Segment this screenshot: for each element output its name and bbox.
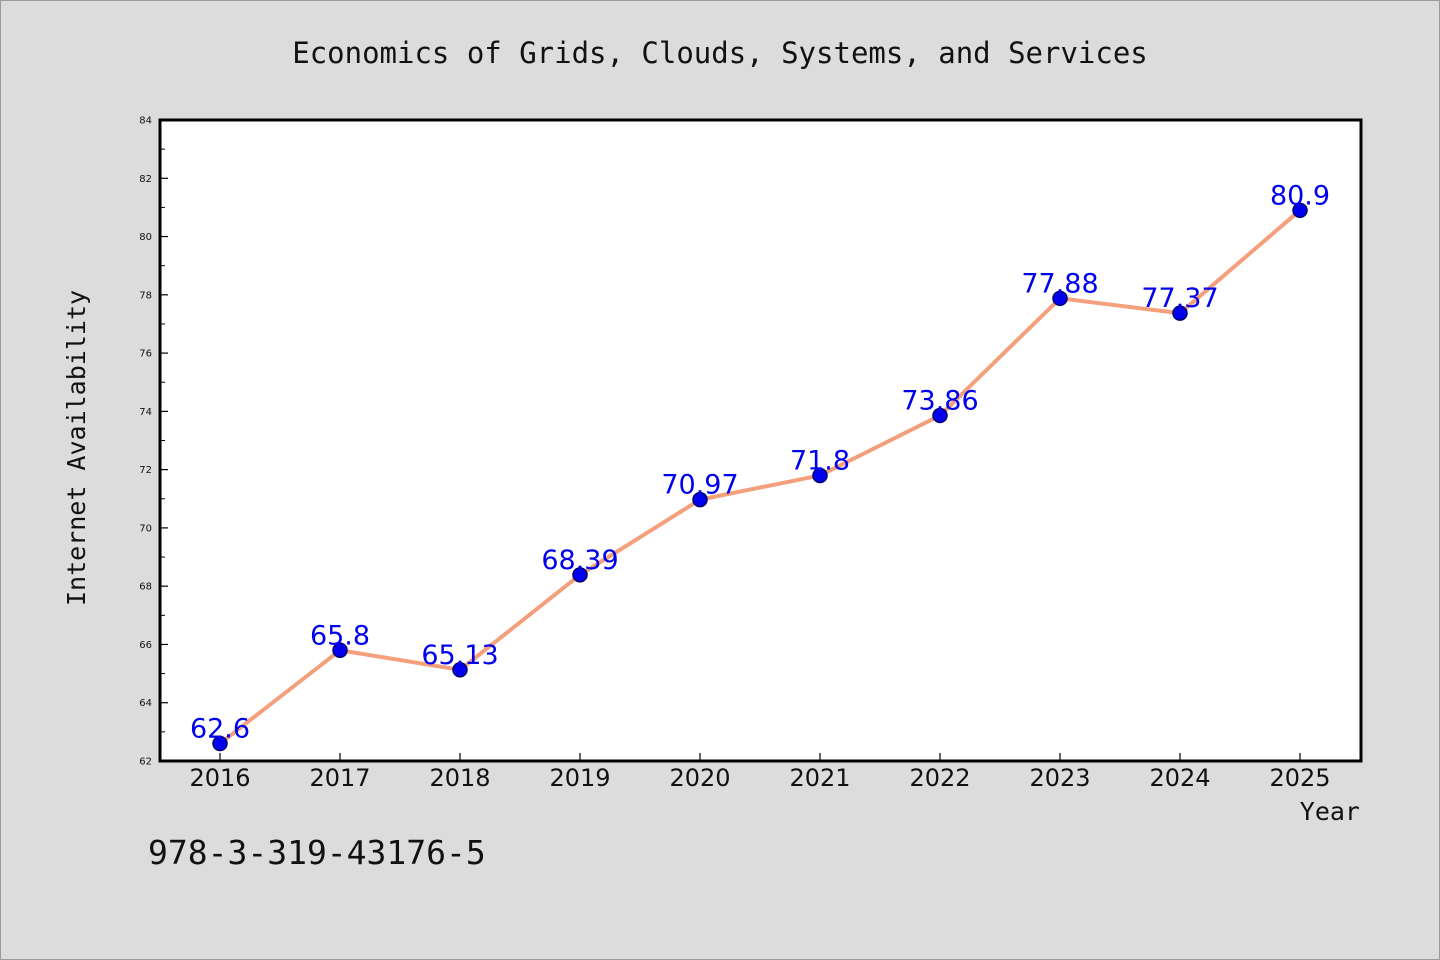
y-tick-label: 68	[139, 582, 152, 593]
x-tick-label: 2017	[309, 764, 370, 792]
data-label: 71.8	[790, 445, 850, 476]
x-tick-label: 2019	[549, 764, 610, 792]
y-tick-label: 72	[139, 465, 152, 476]
y-tick-label: 64	[139, 698, 152, 709]
y-axis-label: Internet Availability	[62, 290, 91, 606]
x-tick-label: 2021	[789, 764, 850, 792]
x-axis-label: Year	[1300, 797, 1360, 826]
y-tick-label: 70	[139, 523, 152, 534]
y-tick-label: 62	[139, 757, 152, 768]
x-tick-label: 2024	[1149, 764, 1210, 792]
y-tick-label: 74	[139, 407, 152, 418]
series-line-group: 62.6 65.8 65.13 68.39 70.97 71.8 73.86 77.88 77.…	[190, 180, 1330, 752]
isbn-annotation: 978-3-319-43176-5	[148, 833, 486, 872]
data-label: 65.8	[310, 620, 370, 651]
y-tick-label: 82	[139, 174, 152, 185]
plot-area	[158, 118, 1363, 763]
series-line	[218, 208, 1302, 746]
x-axis: 2016 2017 2018 2019 2020 2021 2022 2023 2024 2025	[189, 753, 1331, 792]
y-tick-label: 66	[139, 640, 152, 651]
data-point	[572, 567, 588, 583]
data-point	[812, 467, 828, 484]
x-tick-label: 2025	[1269, 764, 1330, 792]
data-point	[1172, 305, 1188, 321]
data-label: 73.86	[901, 385, 978, 416]
data-point	[332, 642, 348, 659]
data-label: 62.6	[190, 714, 250, 745]
y-tick-label: 84	[139, 116, 152, 127]
data-label: 70.97	[661, 470, 738, 501]
x-tick-label: 2016	[189, 764, 250, 792]
data-point	[1292, 202, 1308, 219]
y-tick-label: 80	[139, 232, 152, 243]
x-tick-label: 2020	[669, 764, 730, 792]
data-label: 80.9	[1270, 180, 1330, 211]
data-point	[932, 407, 948, 424]
data-point	[212, 735, 228, 752]
y-tick-label: 78	[139, 290, 152, 301]
data-label: 68.39	[541, 545, 618, 576]
y-tick-label: 76	[139, 349, 152, 360]
x-tick-label: 2022	[909, 764, 970, 792]
data-label: 65.13	[421, 640, 498, 671]
data-label: 77.37	[1141, 283, 1218, 314]
y-axis: 62 64 66 68 70 72 74 76 78 80 82 84	[139, 116, 168, 768]
data-point	[1052, 290, 1068, 307]
x-tick-label: 2018	[429, 764, 490, 792]
x-tick-label: 2023	[1029, 764, 1090, 792]
data-point	[452, 662, 468, 678]
data-point	[692, 491, 708, 508]
data-label: 77.88	[1021, 268, 1098, 299]
chart-title: Economics of Grids, Clouds, Systems, and…	[292, 36, 1148, 70]
